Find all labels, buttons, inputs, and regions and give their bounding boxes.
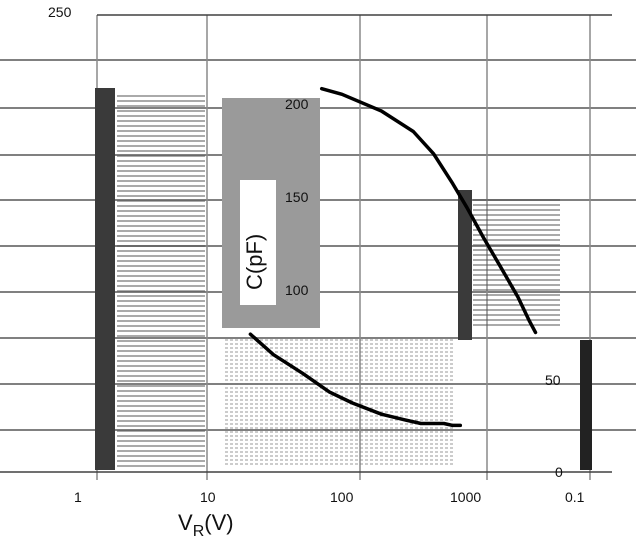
- y-tick-label: 50: [545, 372, 561, 388]
- x-tick-label: 100: [330, 489, 354, 505]
- dark-band: [95, 88, 115, 470]
- chart-texture: [95, 88, 592, 470]
- dark-band: [580, 340, 592, 470]
- label-backdrop: [240, 180, 276, 305]
- series-line: [319, 86, 538, 335]
- x-tick-label: 1000: [450, 489, 481, 505]
- y-tick-label: 150: [285, 189, 309, 205]
- y-tick-label: 250: [48, 4, 72, 20]
- y-axis-ticks: 250 200 150 100 50 0: [48, 4, 563, 480]
- x-axis-title: VR(V): [178, 510, 234, 540]
- series-line: [248, 332, 463, 428]
- y-axis-title: C(pF): [242, 234, 267, 290]
- x-tick-label: 1: [74, 489, 82, 505]
- y-tick-label: 0: [555, 464, 563, 480]
- x-tick-label: 0.1: [565, 489, 585, 505]
- y-tick-label: 200: [285, 96, 309, 112]
- dark-band: [458, 190, 472, 340]
- x-tick-label: 10: [200, 489, 216, 505]
- x-axis-ticks: 1 10 100 1000 0.1: [74, 489, 585, 505]
- series-layer: [248, 86, 538, 428]
- y-tick-label: 100: [285, 282, 309, 298]
